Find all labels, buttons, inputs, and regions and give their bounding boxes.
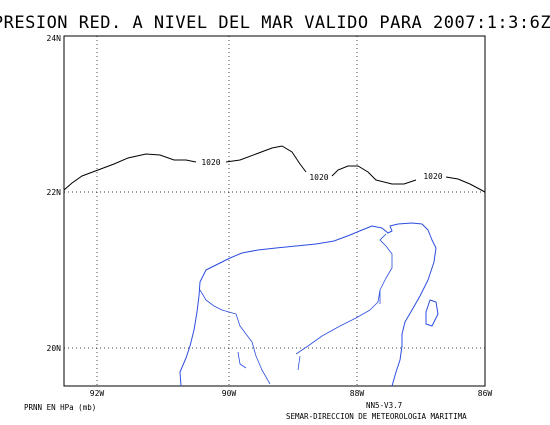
footer-model-version: NN5-V3.7 [366,401,402,410]
isobar-label-1: 1020 [201,158,220,167]
isobar-label-3: 1020 [423,172,442,181]
lon-tick-88w: 88W [350,389,365,398]
lat-tick-20n: 20N [47,344,62,353]
map-title: PRESION RED. A NIVEL DEL MAR VALIDO PARA… [0,13,550,33]
lat-tick-24n: 24N [47,34,62,43]
isobar-line [63,145,486,193]
isobar-1020: 1020 1020 1020 [63,145,486,193]
footer-agency: SEMAR-DIRECCION DE METEOROLOGIA MARITIMA [286,412,467,421]
lat-tick-22n: 22N [47,188,62,197]
lon-tick-92w: 92W [90,389,105,398]
coastline [179,222,439,387]
coastline-peninsula [179,222,437,387]
coastline-inner-boundary [199,233,393,385]
lon-tick-86w: 86W [478,389,493,398]
map-frame [63,35,486,387]
coastline-lagoon [237,351,301,371]
isobar-label-2: 1020 [309,173,328,182]
coastline-island [425,299,439,327]
footer-units: PRNN EN HPa (mb) [24,403,96,412]
lon-tick-90w: 90W [222,389,237,398]
